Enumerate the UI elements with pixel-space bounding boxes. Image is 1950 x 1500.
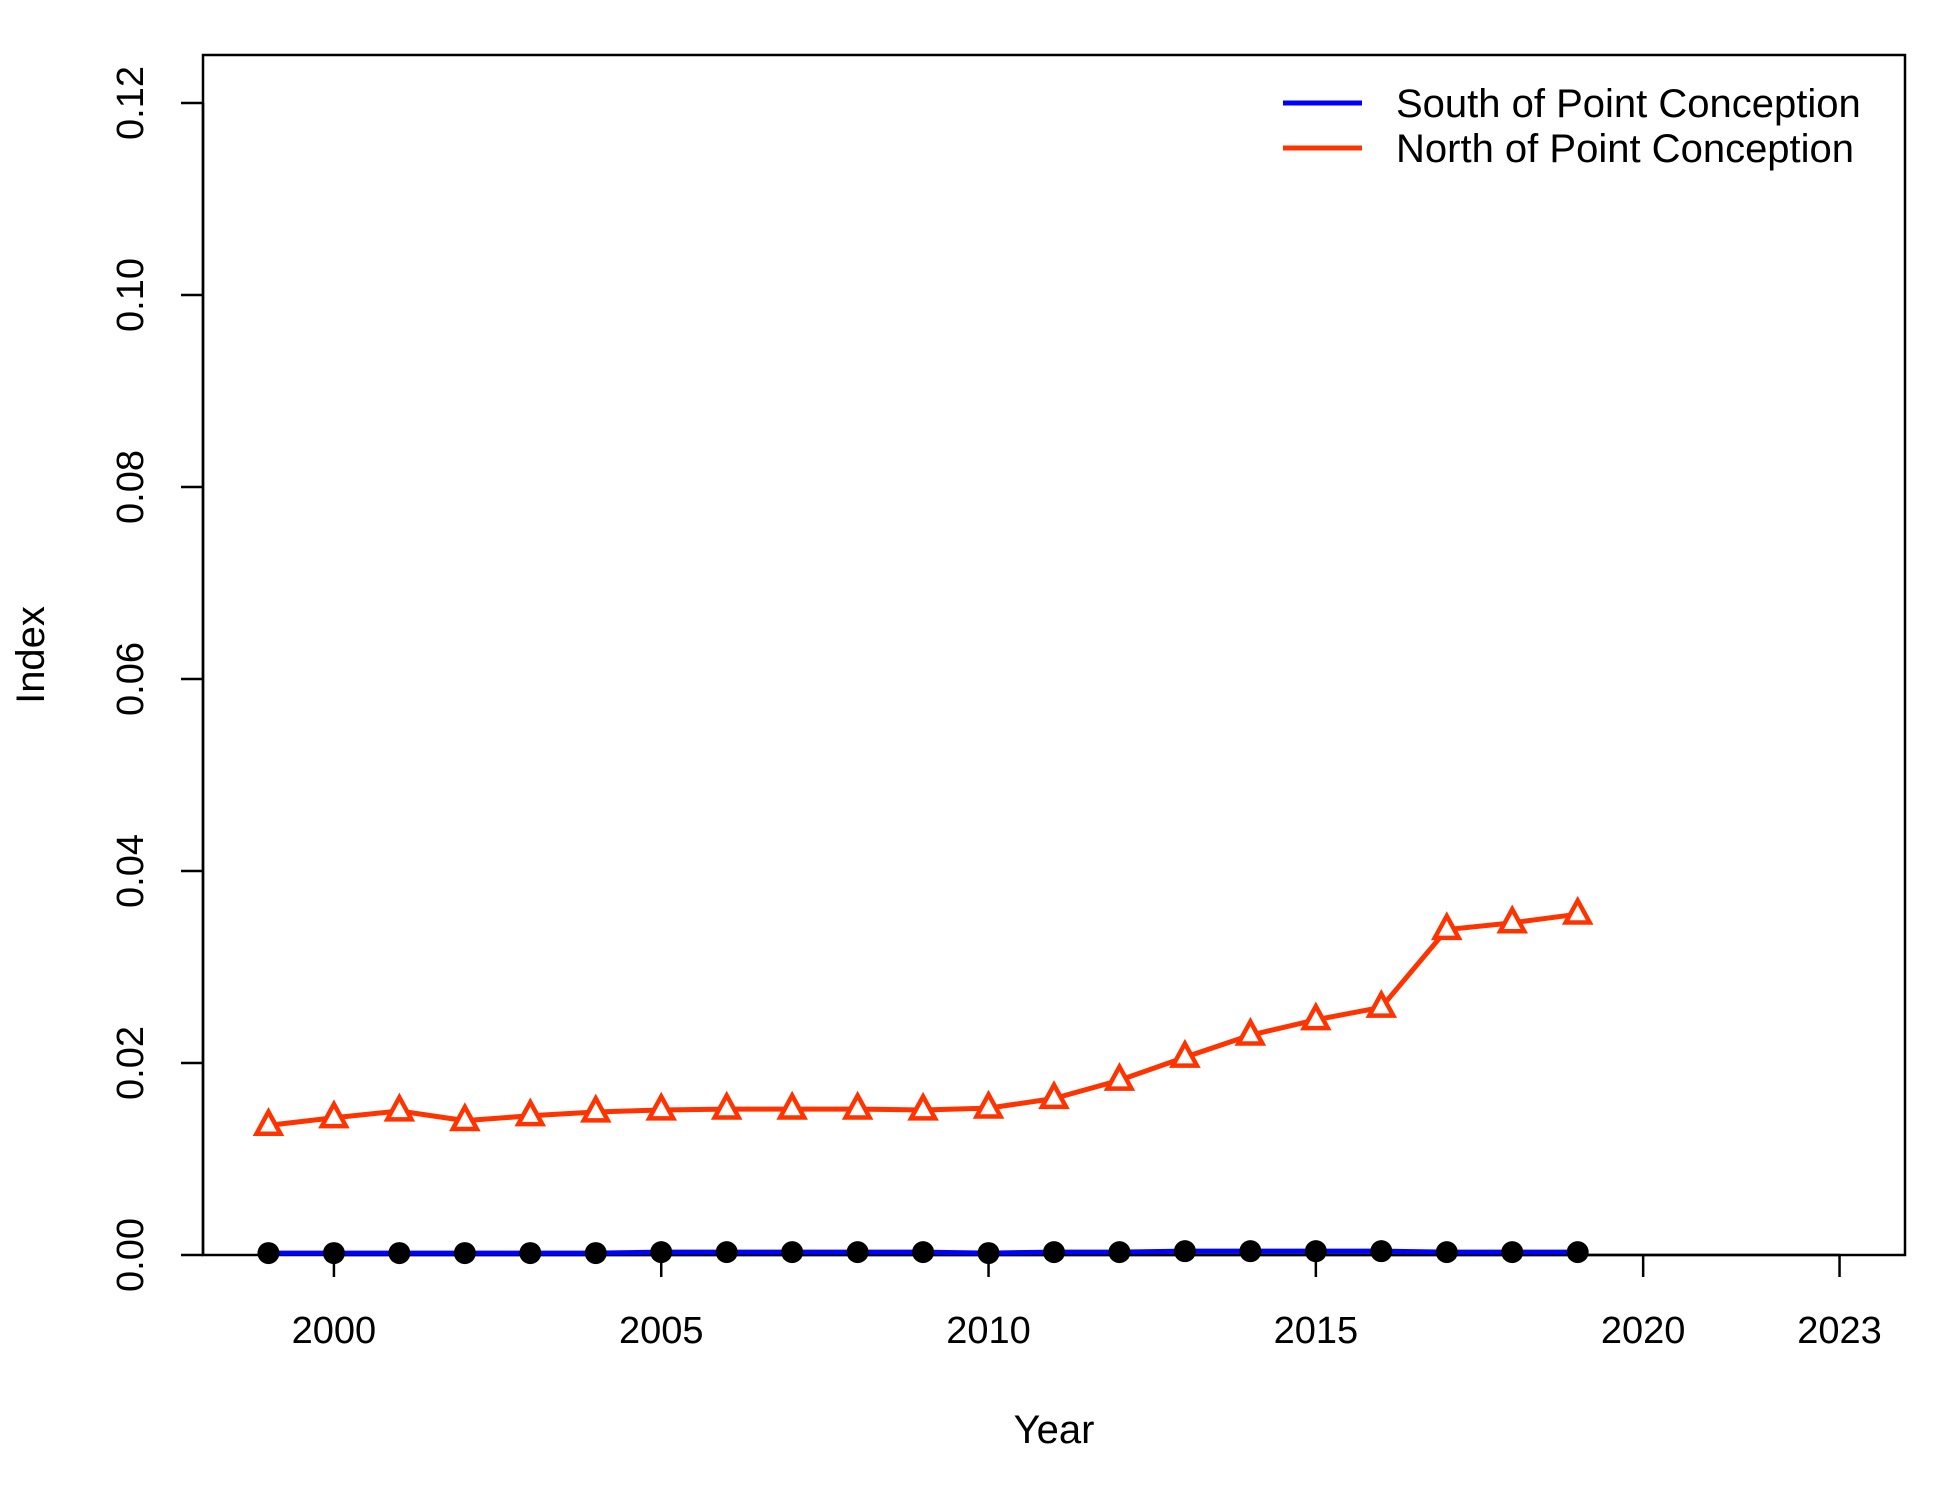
y-tick-label: 0.10 — [110, 258, 152, 332]
data-point — [1108, 1241, 1131, 1264]
y-tick-label: 0.02 — [110, 1026, 152, 1100]
series — [252, 895, 1594, 1265]
data-point — [1370, 1240, 1393, 1263]
data-point — [1496, 904, 1529, 934]
data-point — [453, 1242, 476, 1265]
data-point — [1234, 1016, 1267, 1046]
data-point — [645, 1091, 678, 1121]
data-point — [1300, 1001, 1332, 1031]
data-point — [1173, 1240, 1196, 1263]
data-point — [1169, 1038, 1201, 1068]
data-point — [584, 1242, 607, 1265]
data-point — [907, 1091, 939, 1121]
data-point — [388, 1242, 411, 1265]
series-1 — [252, 895, 1594, 1137]
data-point — [318, 1099, 350, 1129]
y-tick-label: 0.12 — [110, 66, 152, 140]
y-axis: 0.00 0.02 0.04 0.06 0.08 0.10 0.12 — [110, 66, 205, 1292]
data-point — [1561, 895, 1594, 925]
y-tick-label: 0.08 — [110, 450, 152, 524]
data-point — [252, 1107, 285, 1137]
x-axis: 2000 2005 2010 2015 2020 2023 — [292, 1253, 1882, 1352]
y-axis-title: Index — [9, 606, 53, 704]
data-point — [710, 1090, 743, 1120]
legend-label: North of Point Conception — [1396, 127, 1854, 171]
legend-label: South of Point Conception — [1396, 82, 1861, 126]
data-point — [519, 1242, 542, 1265]
data-point — [322, 1242, 345, 1265]
y-tick-label: 0.00 — [110, 1218, 152, 1292]
data-point — [1038, 1080, 1070, 1110]
x-tick-label: 2010 — [946, 1310, 1031, 1352]
data-point — [1435, 1241, 1458, 1264]
x-tick-label: 2005 — [619, 1310, 704, 1352]
data-point — [841, 1090, 874, 1120]
data-point — [1365, 988, 1398, 1018]
data-point — [1501, 1241, 1524, 1264]
data-point — [1239, 1240, 1262, 1263]
data-point — [1430, 911, 1463, 941]
data-point — [715, 1241, 738, 1264]
x-tick-label: 2000 — [292, 1310, 377, 1352]
data-point — [912, 1241, 935, 1264]
data-point — [650, 1241, 673, 1264]
x-tick-label: 2020 — [1601, 1310, 1686, 1352]
plot-frame — [201, 53, 1907, 1257]
data-point — [449, 1102, 481, 1132]
data-point — [977, 1242, 1000, 1265]
data-point — [972, 1089, 1005, 1119]
data-point — [1043, 1241, 1065, 1264]
data-point — [846, 1241, 869, 1264]
axes — [201, 53, 1907, 1257]
data-point — [776, 1090, 808, 1120]
y-tick-label: 0.06 — [110, 642, 152, 716]
data-point — [781, 1241, 804, 1264]
data-point — [1304, 1240, 1327, 1263]
data-point — [383, 1092, 416, 1122]
x-tick-label: 2015 — [1274, 1310, 1359, 1352]
series-0 — [257, 1240, 1589, 1265]
x-axis-title: Year — [1014, 1408, 1095, 1452]
data-point — [579, 1093, 612, 1123]
y-tick-label: 0.04 — [110, 834, 152, 908]
data-point — [1566, 1241, 1589, 1264]
x-tick-label: 2023 — [1797, 1310, 1882, 1352]
data-point — [1103, 1061, 1136, 1091]
data-point — [514, 1097, 547, 1127]
data-point — [257, 1242, 280, 1265]
